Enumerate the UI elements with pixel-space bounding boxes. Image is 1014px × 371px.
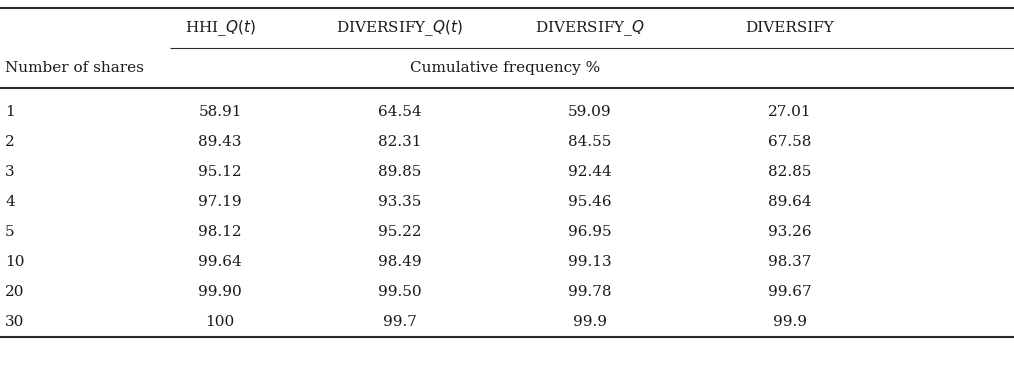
Text: 99.78: 99.78 bbox=[568, 285, 611, 299]
Text: 10: 10 bbox=[5, 255, 24, 269]
Text: 99.7: 99.7 bbox=[383, 315, 417, 329]
Text: 89.85: 89.85 bbox=[378, 165, 422, 179]
Text: 5: 5 bbox=[5, 225, 14, 239]
Text: HHI_$Q$$(t)$: HHI_$Q$$(t)$ bbox=[185, 18, 256, 38]
Text: 93.35: 93.35 bbox=[378, 195, 422, 209]
Text: 98.49: 98.49 bbox=[378, 255, 422, 269]
Text: 95.12: 95.12 bbox=[198, 165, 241, 179]
Text: 3: 3 bbox=[5, 165, 14, 179]
Text: DIVERSIFY_$Q$: DIVERSIFY_$Q$ bbox=[535, 18, 645, 38]
Text: 95.22: 95.22 bbox=[378, 225, 422, 239]
Text: 64.54: 64.54 bbox=[378, 105, 422, 119]
Text: 97.19: 97.19 bbox=[198, 195, 241, 209]
Text: 99.64: 99.64 bbox=[198, 255, 242, 269]
Text: 99.67: 99.67 bbox=[769, 285, 812, 299]
Text: Cumulative frequency %: Cumulative frequency % bbox=[410, 61, 600, 75]
Text: DIVERSIFY: DIVERSIFY bbox=[745, 21, 835, 35]
Text: 89.43: 89.43 bbox=[199, 135, 241, 149]
Text: 4: 4 bbox=[5, 195, 15, 209]
Text: 82.85: 82.85 bbox=[769, 165, 811, 179]
Text: 2: 2 bbox=[5, 135, 15, 149]
Text: 93.26: 93.26 bbox=[769, 225, 812, 239]
Text: 67.58: 67.58 bbox=[769, 135, 811, 149]
Text: 98.12: 98.12 bbox=[198, 225, 241, 239]
Text: 82.31: 82.31 bbox=[378, 135, 422, 149]
Text: 98.37: 98.37 bbox=[769, 255, 811, 269]
Text: 89.64: 89.64 bbox=[769, 195, 812, 209]
Text: 99.90: 99.90 bbox=[198, 285, 242, 299]
Text: DIVERSIFY_$Q$$(t)$: DIVERSIFY_$Q$$(t)$ bbox=[337, 18, 463, 38]
Text: 95.46: 95.46 bbox=[568, 195, 611, 209]
Text: 59.09: 59.09 bbox=[568, 105, 611, 119]
Text: 96.95: 96.95 bbox=[568, 225, 611, 239]
Text: 1: 1 bbox=[5, 105, 15, 119]
Text: 99.9: 99.9 bbox=[773, 315, 807, 329]
Text: 20: 20 bbox=[5, 285, 24, 299]
Text: 92.44: 92.44 bbox=[568, 165, 611, 179]
Text: 30: 30 bbox=[5, 315, 24, 329]
Text: 100: 100 bbox=[206, 315, 234, 329]
Text: Number of shares: Number of shares bbox=[5, 61, 144, 75]
Text: 99.9: 99.9 bbox=[573, 315, 607, 329]
Text: 99.50: 99.50 bbox=[378, 285, 422, 299]
Text: 27.01: 27.01 bbox=[769, 105, 812, 119]
Text: 58.91: 58.91 bbox=[199, 105, 241, 119]
Text: 84.55: 84.55 bbox=[568, 135, 611, 149]
Text: 99.13: 99.13 bbox=[568, 255, 611, 269]
